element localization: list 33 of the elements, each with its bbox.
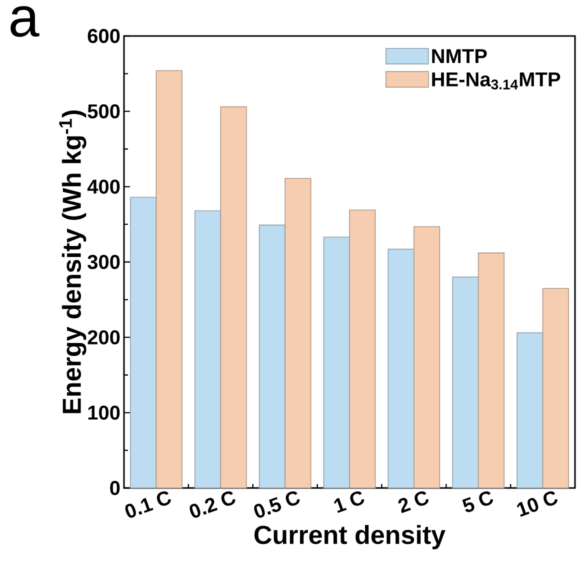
bar xyxy=(542,288,569,488)
y-tick-label: 200 xyxy=(88,330,120,344)
x-tick-label: 0.5 C xyxy=(254,491,300,518)
bar xyxy=(220,106,247,488)
x-tick-label: 2 C xyxy=(398,491,429,514)
y-tick-label: 600 xyxy=(88,28,120,44)
x-tick-label: 5 C xyxy=(462,491,494,512)
y-tick-label: 100 xyxy=(88,406,120,420)
bar xyxy=(452,276,479,488)
x-axis-title: Current density xyxy=(254,525,446,550)
bar xyxy=(156,70,182,488)
bar xyxy=(323,236,350,488)
bar xyxy=(414,226,440,488)
bar xyxy=(258,224,286,488)
bar xyxy=(284,178,312,488)
bar xyxy=(388,248,414,488)
y-axis-title: Energy density (Wh kg$^{-1}$) xyxy=(59,110,86,414)
legend-label: HE-Na$_{3.14}$MTP xyxy=(432,72,560,90)
bar xyxy=(478,252,505,488)
y-tick-label: 500 xyxy=(88,104,120,118)
x-tick-label: 0.2 C xyxy=(190,491,236,518)
bar xyxy=(194,210,222,488)
legend-label: NMTP xyxy=(432,49,487,63)
x-tick-label: 10 C xyxy=(516,491,558,517)
bar xyxy=(516,332,544,488)
y-tick-label: 300 xyxy=(88,254,120,270)
y-tick-label: 0 xyxy=(110,480,120,496)
x-tick-label: 0.1 C xyxy=(125,491,171,518)
x-tick-label: 1 C xyxy=(334,491,364,513)
bar xyxy=(349,210,376,488)
y-tick-label: 400 xyxy=(87,180,120,194)
bar xyxy=(130,196,157,488)
text: a xyxy=(10,6,40,37)
